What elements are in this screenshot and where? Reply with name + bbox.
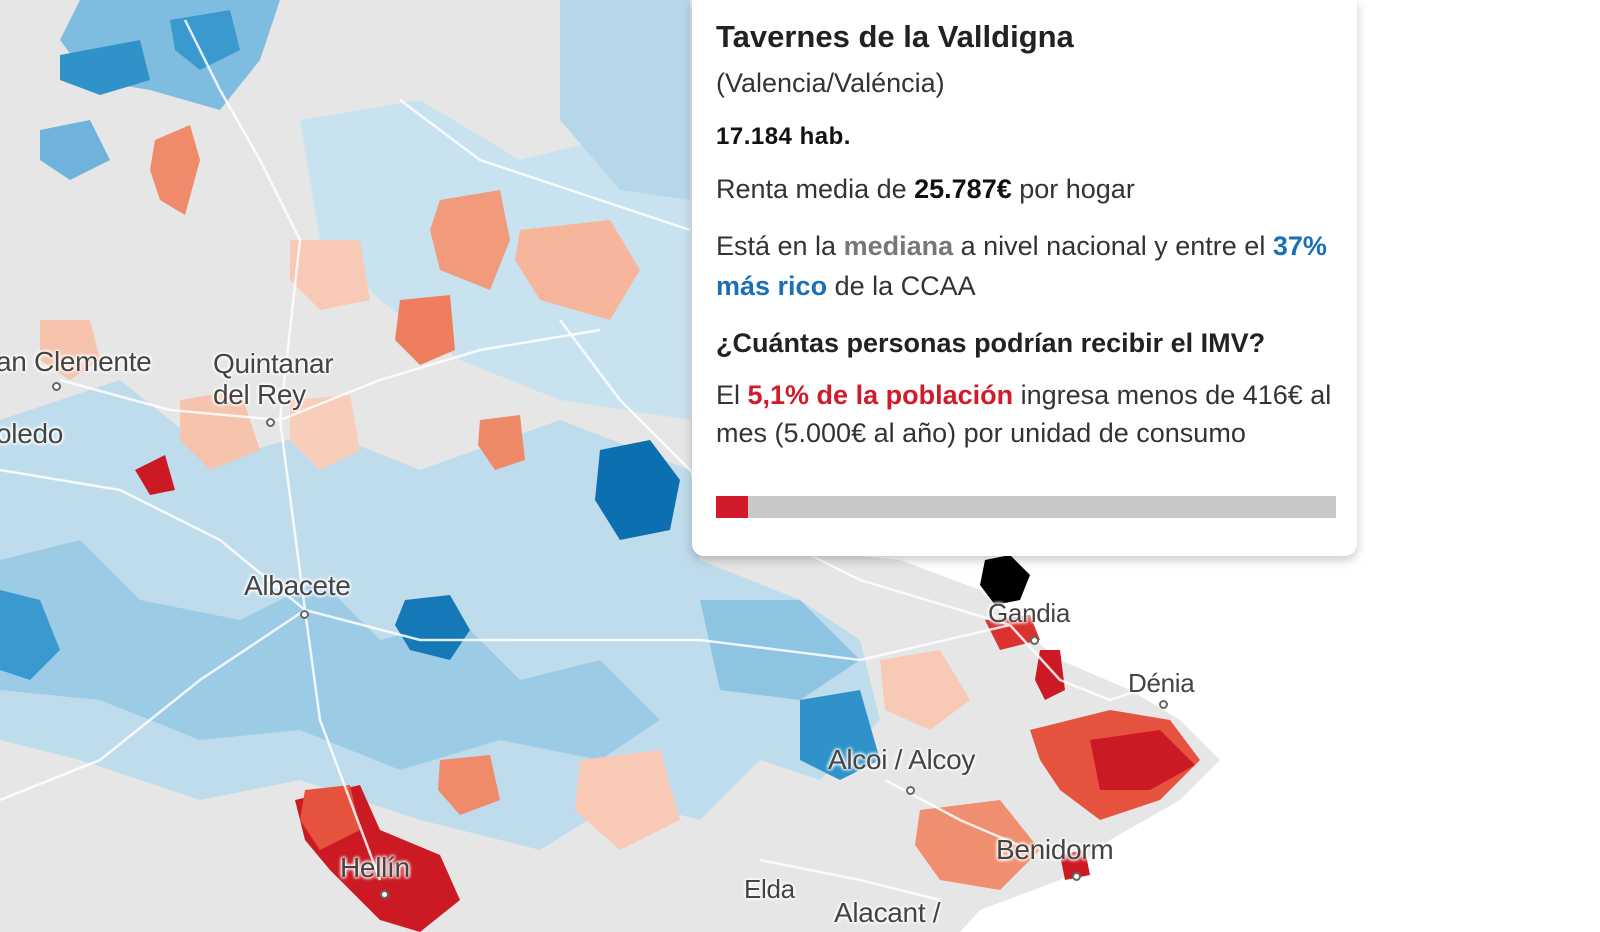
city-dot-denia <box>1159 700 1168 709</box>
city-label-quintanar: Quintanar del Rey <box>213 348 334 410</box>
city-label-hellin: Hellín <box>340 852 410 883</box>
region-red-hellin-2 <box>300 785 360 850</box>
city-dot-albacete <box>300 610 309 619</box>
tooltip-income: Renta media de 25.787€ por hogar <box>716 172 1333 206</box>
city-label-alacant: Alacant / <box>834 897 941 928</box>
region-darkblue-east <box>800 690 880 780</box>
region-lightred-3 <box>180 390 260 470</box>
imv-share: 5,1% de la población <box>747 380 1014 410</box>
region-lightred-1 <box>515 220 640 320</box>
region-midred-5 <box>438 755 500 815</box>
city-dot-quintanar <box>266 418 275 427</box>
imv-prefix: El <box>716 380 748 410</box>
rank-mid: a nivel nacional y entre el <box>953 231 1273 261</box>
tooltip-province: (Valencia/Valéncia) <box>716 68 945 98</box>
city-label-gandia: Gandia <box>988 598 1071 628</box>
city-label-benidorm: Benidorm <box>996 834 1114 865</box>
region-deepred-se <box>1060 850 1090 880</box>
selected-municipality[interactable] <box>980 555 1030 605</box>
region-midblue-left <box>40 120 110 180</box>
tooltip-imv: El 5,1% de la población ingresa menos de… <box>716 376 1333 452</box>
rank-suffix: de la CCAA <box>827 271 976 301</box>
city-label-albacete: Albacete <box>244 570 351 601</box>
region-midred-4 <box>478 415 525 470</box>
tooltip-title: Tavernes de la Valldigna <box>716 19 1074 54</box>
income-suffix: por hogar <box>1011 174 1135 204</box>
region-lightred-sw <box>40 320 100 380</box>
region-midred-2 <box>430 190 510 290</box>
city-dot-alcoi <box>906 786 915 795</box>
city-dot-gandia <box>1030 636 1039 645</box>
region-lightred-5 <box>575 750 680 850</box>
region-darkblue-topleft <box>60 40 150 95</box>
region-deepred-coast <box>1090 730 1195 790</box>
city-dot-san-clemente <box>52 382 61 391</box>
region-midred-3 <box>395 295 455 365</box>
region-deep-blue-2 <box>395 595 470 660</box>
city-label-denia: Dénia <box>1128 668 1195 698</box>
city-label-elda: Elda <box>744 874 795 904</box>
city-dot-hellin <box>380 890 389 899</box>
city-label-toledo: oledo <box>0 418 64 449</box>
region-deep-blue-1 <box>595 440 680 540</box>
city-label-alcoi: Alcoi / Alcoy <box>828 744 976 775</box>
region-midblue-1 <box>0 540 660 770</box>
region-midred-1 <box>150 125 200 215</box>
region-darkblue-left <box>0 590 60 680</box>
region-lightred-2 <box>290 240 370 310</box>
region-midred-benidorm <box>915 800 1040 890</box>
roads <box>0 19 1141 902</box>
income-prefix: Renta media de <box>716 174 915 204</box>
imv-progress-bar <box>716 496 1336 518</box>
tooltip-rank: Está en la mediana a nivel nacional y en… <box>716 226 1333 306</box>
region-lightred-east <box>880 650 970 730</box>
income-value: 25.787€ <box>914 174 1012 204</box>
tooltip-population: 17.184 hab. <box>716 123 851 150</box>
rank-regional: 37% más rico <box>716 231 1327 301</box>
imv-progress-fill <box>716 496 748 518</box>
region-lightblue-ne <box>560 0 690 200</box>
rank-prefix: Está en la <box>716 231 844 261</box>
imv-suffix: ingresa menos de 416€ al mes (5.000€ al … <box>716 380 1332 448</box>
municipality-tooltip: Tavernes de la Valldigna (Valencia/Valén… <box>692 0 1357 556</box>
tooltip-question: ¿Cuántas personas podrían recibir el IMV… <box>716 328 1266 358</box>
city-dot-benidorm <box>1072 872 1081 881</box>
rank-national: mediana <box>843 231 954 261</box>
region-lightred-4 <box>290 395 360 470</box>
city-label-san-clemente: an Clemente <box>0 346 152 377</box>
region-deep-red-1 <box>135 455 175 495</box>
